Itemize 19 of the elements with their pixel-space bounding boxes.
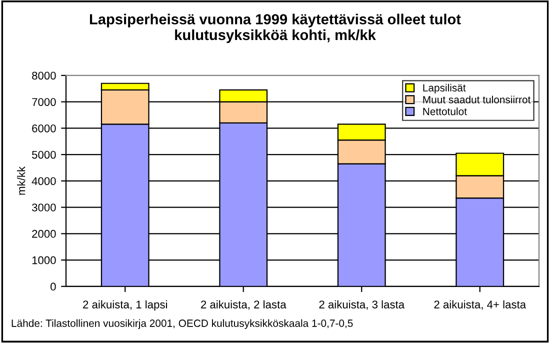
legend-label: Lapsilisät	[423, 84, 466, 94]
y-tick-label: 7000	[32, 98, 56, 106]
text: Lähde: Tilastollinen vuosikirja 2001, OECD kulutusyksikköskaala 1-0,7-0,5	[12, 319, 353, 329]
y-tick-label: 3000	[32, 204, 56, 212]
y-axis-title: mk/kk	[17, 166, 26, 195]
x-tick-label: 2 aikuista, 4+ lasta	[434, 300, 526, 310]
x-tick-label: 2 aikuista, 2 lasta	[201, 300, 286, 310]
y-tick-label: 8000	[32, 72, 56, 80]
legend-label: Muut saadut tulonsiirrot	[423, 96, 531, 104]
chart-title: Lapsiperheissä vuonna 1999 käytettävissä olleet tulot kulutusyksikköä kohti, mk/kk	[90, 14, 461, 44]
y-tick-label: 1000	[32, 256, 56, 264]
y-tick-label: 4000	[32, 177, 56, 186]
x-tick-label: 2 aikuista, 3 lasta	[319, 300, 405, 310]
y-tick-label: 2000	[32, 230, 56, 238]
legend-label: Nettotulot	[423, 108, 467, 116]
y-tick-label: 0	[50, 282, 56, 291]
y-tick-label: 6000	[32, 124, 56, 132]
x-tick-label: 2 aikuista, 1 lapsi	[83, 300, 167, 311]
y-tick-label: 5000	[32, 150, 56, 159]
